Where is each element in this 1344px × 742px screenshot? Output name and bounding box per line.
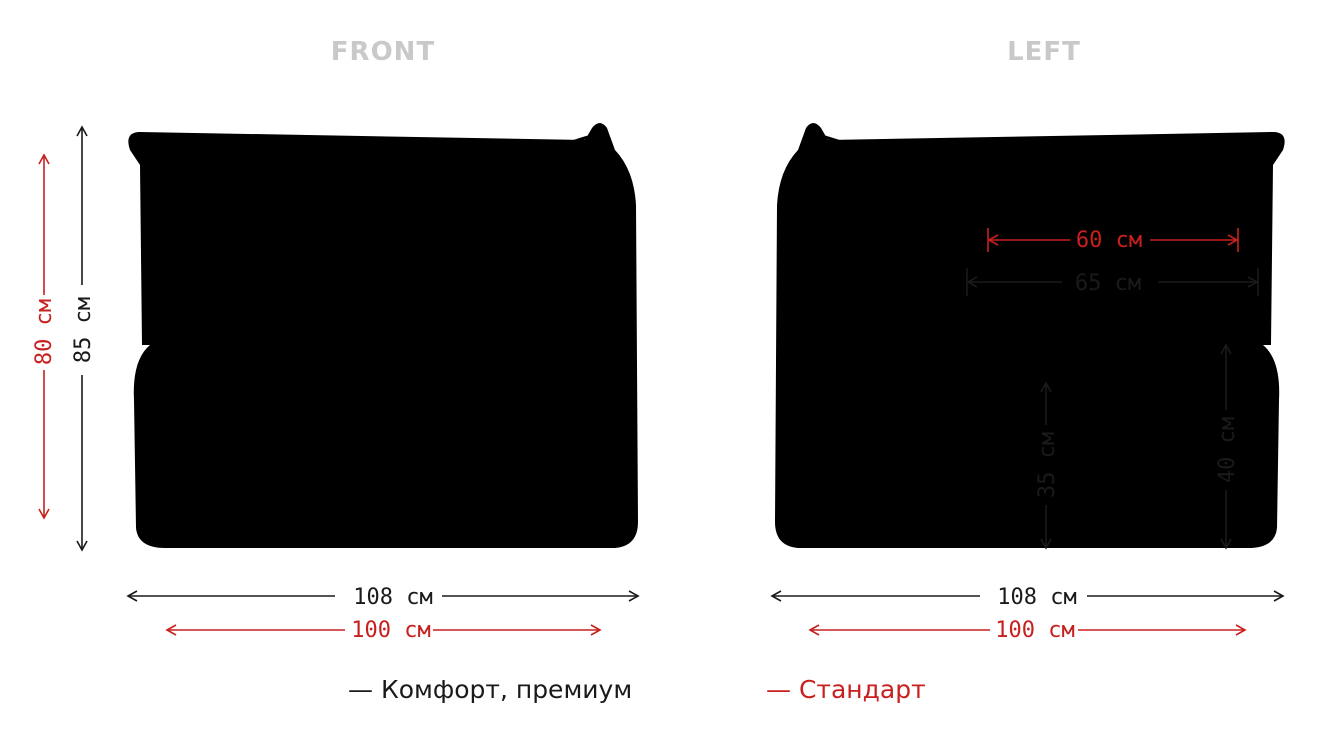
front-width-comfort-label: 108 см bbox=[353, 585, 432, 610]
front-view-title: FRONT bbox=[331, 37, 435, 67]
left-back-standard-label: 60 см bbox=[1076, 228, 1142, 253]
legend-standard: — Стандарт bbox=[766, 675, 926, 704]
front-height-standard-dimension: 80 см bbox=[32, 153, 57, 520]
left-width-comfort-dimension: 108 см bbox=[770, 585, 1285, 610]
legend-comfort: — Комфорт, премиум bbox=[348, 675, 632, 704]
left-back-standard-dimension: 60 см bbox=[987, 228, 1239, 253]
left-width-standard-dimension: 100 см bbox=[808, 618, 1247, 643]
front-height-comfort-label: 85 см bbox=[71, 297, 96, 363]
front-width-comfort-dimension: 108 см bbox=[126, 585, 640, 610]
left-back-comfort-dimension: 65 см bbox=[966, 268, 1259, 296]
left-seat-height-dimension: 35 см bbox=[1035, 381, 1060, 550]
left-view-sofa-drawing bbox=[775, 123, 1285, 548]
left-arm-height-label: 40 см bbox=[1215, 417, 1240, 483]
front-height-comfort-dimension: 85 см bbox=[71, 125, 96, 552]
front-view-sofa-drawing bbox=[128, 123, 638, 548]
front-width-standard-dimension: 100 см bbox=[165, 618, 602, 643]
left-arm-height-dimension: 40 см bbox=[1215, 343, 1240, 550]
front-width-standard-label: 100 см bbox=[351, 618, 430, 643]
left-back-comfort-label: 65 см bbox=[1075, 271, 1141, 296]
left-width-comfort-label: 108 см bbox=[997, 585, 1076, 610]
front-height-standard-label: 80 см bbox=[32, 299, 57, 365]
left-view-title: LEFT bbox=[1007, 37, 1081, 67]
left-seat-height-label: 35 см bbox=[1035, 432, 1060, 498]
left-width-standard-label: 100 см bbox=[995, 618, 1074, 643]
